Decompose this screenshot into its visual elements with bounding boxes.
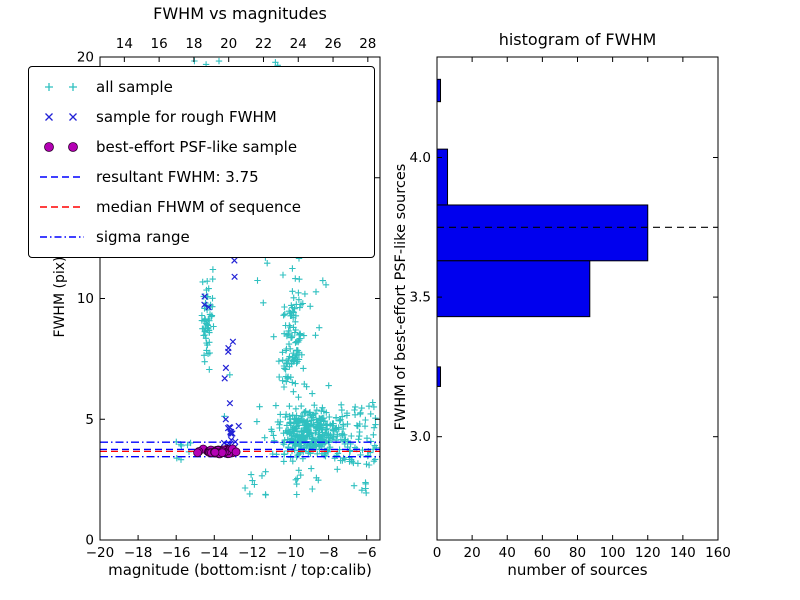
- tick-label: 3.0: [410, 429, 431, 445]
- tick-label: 40: [499, 545, 516, 561]
- circle-marker-icon: [44, 142, 78, 152]
- plus-marker-icon: [45, 83, 77, 91]
- left-plot-title: FWHM vs magnitudes: [153, 4, 327, 23]
- tick-label: 80: [569, 545, 586, 561]
- dashed-marker-icon: [40, 176, 84, 178]
- tick-label: −18: [124, 545, 153, 561]
- tick-label: 26: [324, 36, 341, 52]
- right-plot-ylabel: FWHM of best-effort PSF-like sources: [393, 163, 409, 431]
- legend-item: resultant FWHM: 3.75: [37, 162, 366, 192]
- right-plot-title: histogram of FWHM: [498, 30, 657, 49]
- tick-label: −6: [357, 545, 377, 561]
- tick-label: 120: [635, 545, 661, 561]
- tick-label: 20: [464, 545, 481, 561]
- tick-label: 0: [433, 545, 442, 561]
- tick-label: 16: [151, 36, 168, 52]
- dashed-marker-icon: [40, 206, 84, 208]
- legend-item-label: best-effort PSF-like sample: [96, 138, 298, 156]
- tick-label: −8: [319, 545, 339, 561]
- tick-label: 60: [534, 545, 551, 561]
- tick-label: 3.5: [410, 290, 431, 306]
- right-plot-xlabel: number of sources: [507, 561, 648, 579]
- tick-label: −12: [238, 545, 267, 561]
- tick-label: 24: [290, 36, 307, 52]
- tick-label: 28: [359, 36, 376, 52]
- legend-item: median FHWM of sequence: [37, 192, 366, 222]
- legend-item: best-effort PSF-like sample: [37, 132, 366, 162]
- tick-label: 20: [77, 50, 94, 66]
- tick-label: −16: [162, 545, 191, 561]
- legend-item: all sample: [37, 72, 366, 102]
- tick-label: 10: [77, 291, 94, 307]
- scatter-psf-like-sample: [210, 447, 220, 457]
- histogram-bar: [436, 366, 442, 387]
- legend-item-label: resultant FWHM: 3.75: [96, 168, 259, 186]
- histogram-bar: [436, 204, 649, 262]
- tick-label: 18: [185, 36, 202, 52]
- left-plot-xlabel: magnitude (bottom:isnt / top:calib): [108, 561, 372, 579]
- tick-label: 160: [705, 545, 731, 561]
- legend-item-label: sigma range: [96, 228, 190, 246]
- tick-label: 14: [116, 36, 133, 52]
- dashdot-marker-icon: [40, 236, 84, 238]
- tick-label: −10: [276, 545, 305, 561]
- scatter-psf-like-sample: [193, 448, 203, 458]
- cross-marker-icon: [45, 113, 77, 121]
- tick-label: 22: [255, 36, 272, 52]
- histogram-bar: [436, 78, 442, 103]
- tick-label: 100: [600, 545, 626, 561]
- scatter-psf-like-sample: [217, 448, 227, 458]
- legend-item-label: sample for rough FWHM: [96, 108, 277, 126]
- tick-label: 140: [670, 545, 696, 561]
- legend-item-label: all sample: [96, 78, 173, 96]
- tick-label: 20: [220, 36, 237, 52]
- histogram-bar: [436, 260, 591, 318]
- tick-label: 5: [85, 412, 94, 428]
- tick-label: −20: [86, 545, 115, 561]
- scatter-psf-like-sample: [231, 447, 241, 457]
- legend-item: sample for rough FWHM: [37, 102, 366, 132]
- tick-label: 4.0: [410, 150, 431, 166]
- tick-label: 0: [85, 533, 94, 549]
- tick-label: −14: [200, 545, 229, 561]
- legend: all sample sample for rough FWHM best-effo…: [28, 66, 375, 258]
- legend-item-label: median FHWM of sequence: [96, 198, 301, 216]
- legend-item: sigma range: [37, 222, 366, 252]
